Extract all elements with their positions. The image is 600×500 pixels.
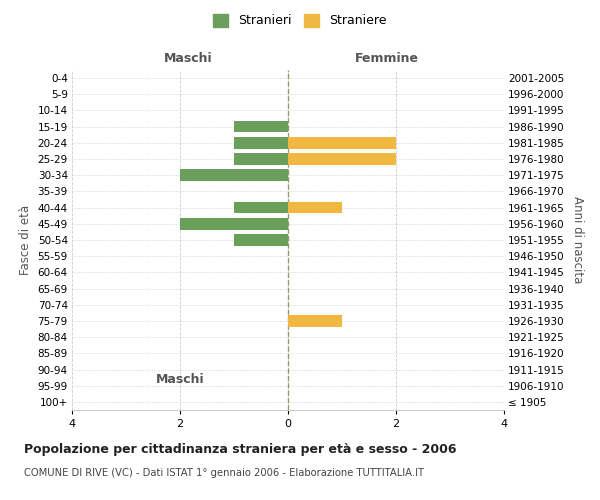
Bar (234, 234, 288, 246)
Bar (288, 202, 342, 213)
Y-axis label: Anni di nascita: Anni di nascita (571, 196, 584, 284)
Bar (234, 202, 288, 213)
Text: Popolazione per cittadinanza straniera per età e sesso - 2006: Popolazione per cittadinanza straniera p… (24, 442, 457, 456)
Text: Femmine: Femmine (355, 52, 419, 65)
Bar (234, 137, 288, 148)
Bar (288, 153, 396, 165)
Legend: Stranieri, Straniere: Stranieri, Straniere (208, 8, 392, 32)
Bar (180, 170, 288, 181)
Bar (234, 121, 288, 132)
Y-axis label: Fasce di età: Fasce di età (19, 205, 32, 275)
Bar (180, 218, 288, 230)
Text: Maschi: Maschi (164, 52, 213, 65)
Text: COMUNE DI RIVE (VC) - Dati ISTAT 1° gennaio 2006 - Elaborazione TUTTITALIA.IT: COMUNE DI RIVE (VC) - Dati ISTAT 1° genn… (24, 468, 424, 477)
Bar (288, 315, 342, 327)
Bar (288, 137, 396, 148)
Text: Maschi: Maschi (155, 372, 205, 386)
Bar (234, 153, 288, 165)
